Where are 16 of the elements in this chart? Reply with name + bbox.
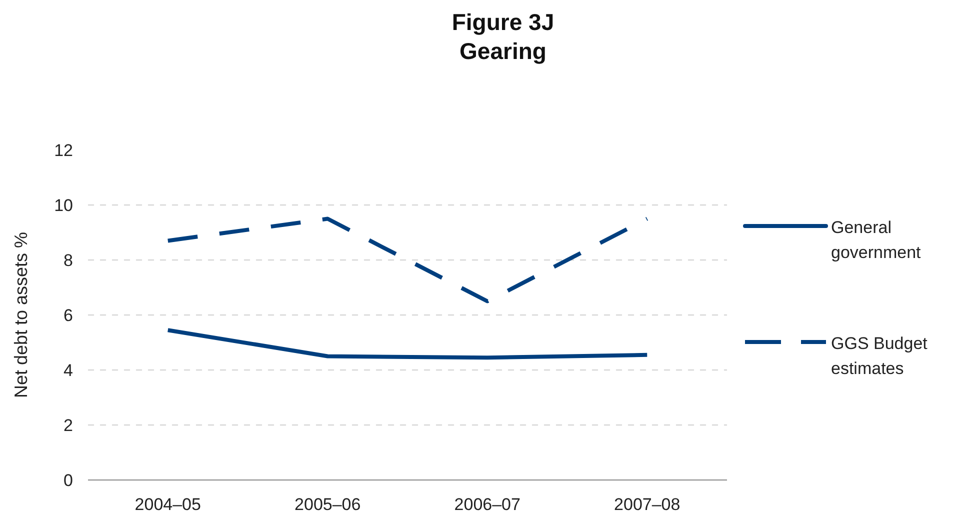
x-tick-label: 2005–06	[294, 495, 361, 514]
y-tick-label: 4	[64, 361, 73, 380]
y-axis-title: Net debt to assets %	[11, 232, 31, 398]
y-tick-label: 6	[64, 306, 73, 325]
chart-title: Figure 3J Gearing	[452, 9, 554, 64]
y-tick-label: 10	[54, 196, 73, 215]
x-tick-label: 2004–05	[134, 495, 201, 514]
legend-label: GGS Budget estimates	[831, 334, 928, 378]
x-tick-label: 2007–08	[614, 495, 680, 514]
legend-label: General government	[831, 218, 922, 262]
x-tick-label: 2006–07	[454, 495, 520, 514]
line-series	[166, 328, 650, 360]
y-tick-label: 0	[64, 471, 73, 490]
y-tick-label: 2	[64, 416, 73, 435]
y-tick-label: 8	[64, 251, 73, 270]
y-tick-label: 12	[54, 141, 73, 160]
